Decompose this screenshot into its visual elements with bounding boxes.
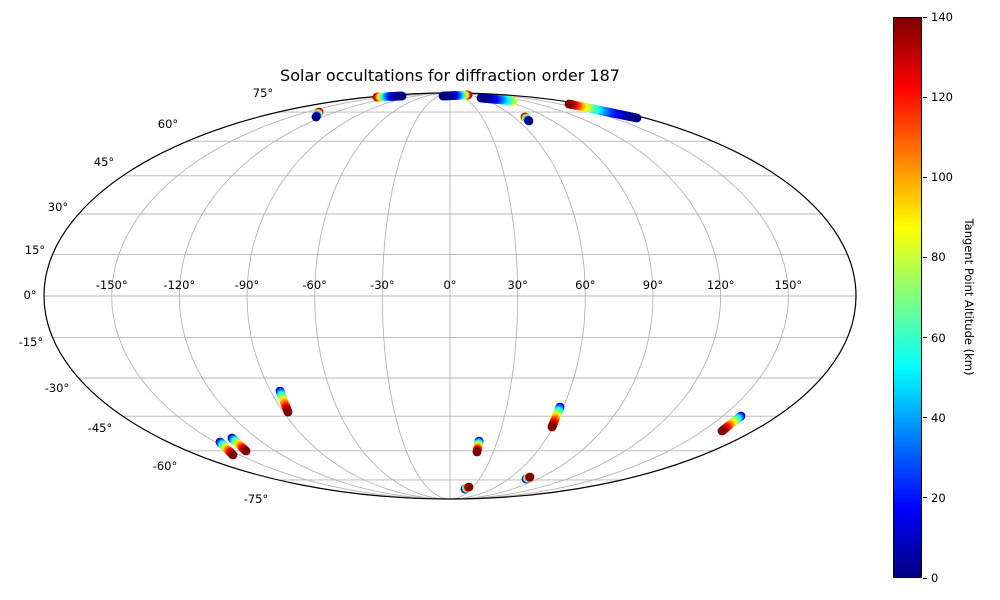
- colorbar-tick-mark: [923, 176, 927, 178]
- colorbar-tick-label: 40: [931, 410, 946, 425]
- lon-tick-label: 150°: [774, 278, 802, 292]
- lat-tick-label: 75°: [253, 86, 273, 100]
- gridline-meridian: [381, 92, 451, 500]
- gridline-meridian: [449, 92, 654, 500]
- lat-tick-label: -30°: [45, 381, 70, 395]
- occultation-dot: [717, 426, 727, 436]
- lat-tick-label: -15°: [19, 335, 44, 349]
- occultation-dot: [397, 91, 407, 101]
- lon-tick-label: -90°: [235, 278, 260, 292]
- lon-tick-label: 90°: [643, 278, 663, 292]
- colorbar-tick-label: 120: [931, 90, 953, 105]
- occultation-dot: [241, 446, 251, 456]
- colorbar-tick-label: 80: [931, 250, 946, 265]
- lat-tick-label: -75°: [244, 492, 269, 506]
- occultation-dot: [311, 112, 321, 122]
- gridline-meridian: [449, 92, 586, 500]
- colorbar-tick-label: 100: [931, 170, 953, 185]
- colorbar-tick-mark: [923, 577, 927, 579]
- lat-tick-label: 30°: [48, 200, 68, 214]
- lon-tick-label: -120°: [163, 278, 195, 292]
- occultation-dot: [464, 482, 474, 492]
- occultation-dot: [564, 99, 574, 109]
- lat-tick-label: 45°: [94, 155, 114, 169]
- colorbar-tick-mark: [923, 337, 927, 339]
- occultation-dot: [283, 407, 293, 417]
- colorbar-tick-mark: [923, 96, 927, 98]
- gridline-meridian: [449, 92, 722, 500]
- gridline-meridian: [246, 92, 451, 500]
- gridline-meridian: [449, 92, 789, 500]
- colorbar-tick-label: 60: [931, 330, 946, 345]
- lat-tick-label: 60°: [158, 117, 178, 131]
- lon-tick-label: -150°: [96, 278, 128, 292]
- gridline-meridian: [449, 92, 519, 500]
- occultation-dot: [438, 91, 448, 101]
- lat-tick-label: -60°: [153, 459, 178, 473]
- occultation-dot: [547, 422, 557, 432]
- occultation-dot: [228, 450, 238, 460]
- colorbar-tick-label: 20: [931, 490, 946, 505]
- lon-tick-label: 120°: [707, 278, 735, 292]
- chart-title: Solar occultations for diffraction order…: [280, 66, 620, 85]
- colorbar-tick-label: 0: [931, 571, 939, 585]
- colorbar-tick-label: 140: [931, 10, 953, 24]
- lon-tick-label: 60°: [575, 278, 595, 292]
- lon-tick-label: -60°: [302, 278, 327, 292]
- occultation-dot: [472, 447, 482, 457]
- lon-tick-label: 30°: [507, 278, 527, 292]
- gridline-meridian: [314, 92, 451, 500]
- colorbar: [893, 17, 922, 578]
- colorbar-tick-mark: [923, 417, 927, 419]
- lon-tick-label: -30°: [370, 278, 395, 292]
- colorbar-tick-mark: [923, 256, 927, 258]
- colorbar-tick-mark: [923, 16, 927, 18]
- lon-tick-label: 0°: [443, 278, 456, 292]
- colorbar-label: Tangent Point Altitude (km): [962, 218, 976, 376]
- gridline-meridian: [111, 92, 451, 500]
- occultation-dot: [525, 472, 535, 482]
- occultation-dot: [476, 93, 486, 103]
- colorbar-tick-mark: [923, 497, 927, 499]
- occultation-dot: [524, 116, 534, 126]
- lat-tick-label: -45°: [88, 421, 113, 435]
- lat-tick-label: 15°: [25, 243, 45, 257]
- lat-tick-label: 0°: [23, 288, 36, 302]
